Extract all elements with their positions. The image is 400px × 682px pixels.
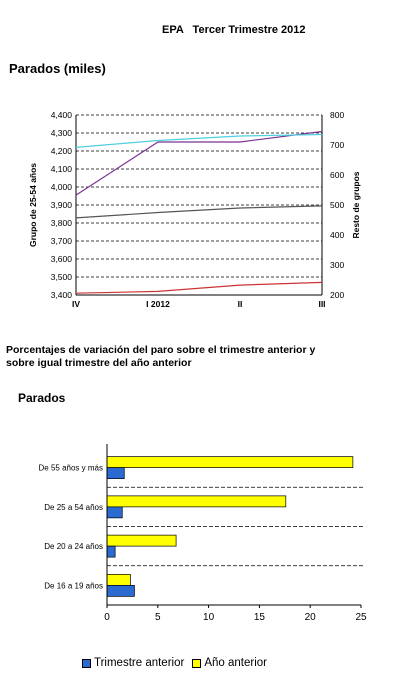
y2-axis-label: Resto de grupos <box>351 171 361 238</box>
bar-anio-anterior <box>106 495 287 508</box>
y-tick-label: 3,600 <box>51 254 73 264</box>
chart1-title: Parados (miles) <box>9 61 106 76</box>
y2-tick-label: 500 <box>330 200 344 210</box>
bar-anio-anterior <box>106 456 354 468</box>
bar-trimestre-anterior <box>106 545 116 558</box>
category-label: De 25 a 54 años <box>44 503 103 512</box>
bar-anio-anterior <box>106 574 131 586</box>
y-tick-label: 3,700 <box>51 236 73 246</box>
y2-tick-label: 600 <box>330 170 344 180</box>
x-tick-label: 15 <box>254 612 266 623</box>
bar-chart: De 55 años y más De 25 a 54 años De 20 a 2… <box>39 444 367 623</box>
x-tick-label: III <box>318 299 325 309</box>
x-tick-label: 0 <box>104 612 110 623</box>
x-tick-label: IV <box>72 299 80 309</box>
page-header: EPA Tercer Trimestre 2012 <box>162 24 306 36</box>
x-tick-label: 10 <box>203 612 215 623</box>
bar-trimestre-anterior <box>106 467 125 479</box>
legend: Trimestre anterior Año anterior <box>82 657 267 669</box>
chart2-subtitle: Porcentajes de variación del paro sobre … <box>6 344 316 369</box>
y2-tick-label: 800 <box>330 110 344 120</box>
legend-swatch-anio <box>192 658 202 668</box>
x-tick-label: I 2012 <box>146 299 170 309</box>
x-tick-label: 25 <box>355 612 367 623</box>
y-tick-label: 3,900 <box>51 200 73 210</box>
y2-tick-label: 200 <box>330 290 344 300</box>
bar-anio-anterior <box>106 534 177 547</box>
x-tick-label: 20 <box>305 612 317 623</box>
y-tick-label: 4,100 <box>51 164 73 174</box>
chart2-title: Parados <box>18 391 66 405</box>
category-label: De 16 a 19 años <box>44 581 103 590</box>
legend-label-trimestre: Trimestre anterior <box>94 657 185 669</box>
y-tick-label: 4,300 <box>51 128 73 138</box>
y-tick-label: 4,000 <box>51 182 73 192</box>
y-tick-label: 3,400 <box>51 290 73 300</box>
x-tick-label: 5 <box>155 612 161 623</box>
series-line-2 <box>75 130 323 196</box>
y-tick-label: 3,500 <box>51 272 73 282</box>
legend-label-anio: Año anterior <box>204 657 267 669</box>
y2-tick-label: 400 <box>330 230 344 240</box>
bar-trimestre-anterior <box>106 506 123 519</box>
x-tick-label: II <box>238 299 243 309</box>
line-chart: 3,400 3,500 3,600 3,700 3,800 3,900 4,000 4,100… <box>28 110 361 309</box>
y2-tick-label: 300 <box>330 260 344 270</box>
category-label: De 55 años y más <box>39 464 103 473</box>
series-line-4 <box>75 205 323 219</box>
series-line-3 <box>75 133 323 148</box>
category-label: De 20 a 24 años <box>44 542 103 551</box>
bar-trimestre-anterior <box>106 585 135 597</box>
y-tick-label: 3,800 <box>51 218 73 228</box>
legend-swatch-trimestre <box>82 658 91 668</box>
y-tick-label: 4,200 <box>51 146 73 156</box>
y-axis-label: Grupo de 25-54 años <box>28 163 38 247</box>
y2-tick-label: 700 <box>330 140 344 150</box>
series-line-1 <box>75 281 323 294</box>
y-tick-label: 4,400 <box>51 110 73 120</box>
